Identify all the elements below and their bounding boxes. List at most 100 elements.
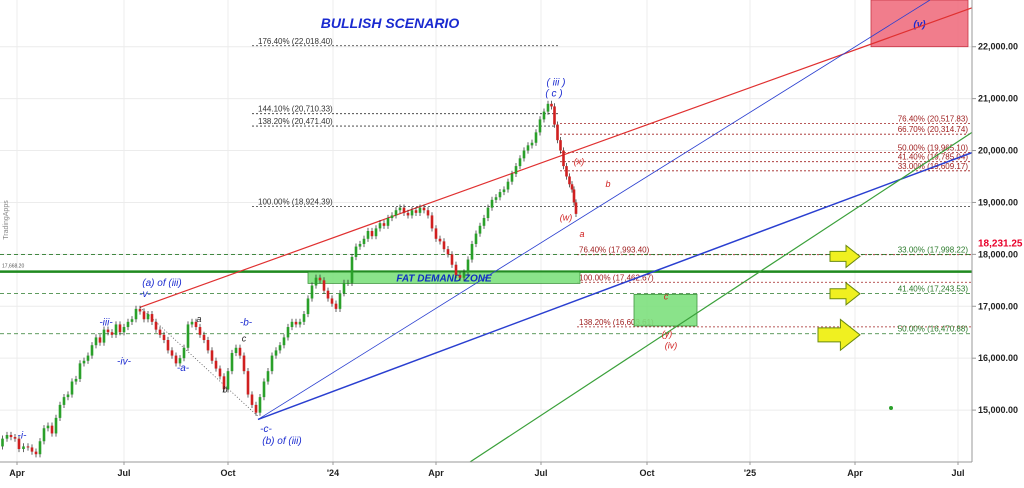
fib-level-label: 33.00% (19,609.17) bbox=[898, 162, 969, 171]
candle-body bbox=[426, 210, 430, 216]
price-series-layer bbox=[1, 100, 578, 458]
candle-body bbox=[78, 363, 82, 379]
x-tick-label: Jul bbox=[534, 468, 547, 478]
wave-label: ( c ) bbox=[545, 89, 562, 100]
watermark-text: TradingApps bbox=[3, 200, 10, 240]
candle-body bbox=[74, 378, 78, 382]
wave-label: -i- bbox=[18, 431, 28, 442]
fib-level-label: 176.40% (22,018.40) bbox=[258, 37, 333, 46]
fib-level-label: 50.00% (19,965.10) bbox=[898, 143, 969, 152]
zone-box bbox=[633, 293, 698, 327]
grid-layer bbox=[0, 0, 972, 462]
candle-body bbox=[546, 103, 550, 112]
candle-body bbox=[38, 441, 42, 455]
candle-body bbox=[514, 166, 518, 174]
candle-body bbox=[314, 277, 318, 286]
candle-body bbox=[570, 184, 574, 190]
wave-label: -a- bbox=[177, 363, 190, 374]
candle-body bbox=[254, 404, 258, 413]
candle-body bbox=[502, 189, 506, 193]
candle-body bbox=[138, 308, 142, 312]
candle-body bbox=[286, 327, 290, 338]
marker-dot bbox=[889, 406, 893, 411]
candle-body bbox=[166, 340, 170, 351]
support-line-label: 17,668.20 bbox=[2, 264, 24, 270]
fib-level-label: 76.40% (17,993.40) bbox=[579, 246, 650, 255]
candle-body bbox=[438, 238, 442, 242]
candle-body bbox=[418, 207, 422, 213]
x-tick-label: '25 bbox=[744, 468, 756, 478]
candle-body bbox=[230, 352, 234, 372]
candle-body bbox=[154, 321, 158, 330]
candle-body bbox=[442, 241, 446, 250]
candle-body bbox=[182, 347, 186, 359]
candle-body bbox=[572, 189, 576, 203]
candle-body bbox=[214, 360, 218, 369]
x-tick-label: Oct bbox=[639, 468, 654, 478]
candle-body bbox=[350, 256, 354, 283]
candle-body bbox=[362, 238, 366, 244]
trendline bbox=[139, 7, 973, 308]
candle-body bbox=[506, 181, 510, 190]
y-tick-label: 19,000.00 bbox=[978, 197, 1018, 207]
candle-body bbox=[446, 249, 450, 255]
candle-body bbox=[574, 202, 578, 214]
candle-body bbox=[98, 337, 102, 343]
wave-label: -v- bbox=[139, 289, 151, 300]
candle-body bbox=[150, 314, 154, 322]
wave-label: (iv) bbox=[665, 340, 678, 350]
candle-body bbox=[326, 290, 330, 299]
fib-level-label: 76.40% (20,517.83) bbox=[898, 115, 969, 124]
candle-body bbox=[434, 228, 438, 239]
current-price-box bbox=[973, 235, 1023, 250]
candle-body bbox=[246, 371, 250, 395]
y-tick-label: 18,000.00 bbox=[978, 249, 1018, 259]
y-tick-label: 22,000.00 bbox=[978, 42, 1018, 52]
candle-body bbox=[106, 329, 110, 333]
candle-body bbox=[559, 140, 562, 151]
wave-label: c bbox=[242, 334, 247, 344]
candle-body bbox=[122, 327, 126, 333]
candle-body bbox=[126, 321, 130, 328]
candle-body bbox=[158, 329, 162, 335]
trendline bbox=[469, 131, 973, 463]
candle-body bbox=[534, 132, 538, 143]
candle-body bbox=[174, 355, 178, 364]
candle-body bbox=[565, 166, 568, 177]
fib-level-label: 144.10% (20,710.33) bbox=[258, 105, 333, 114]
fib-level-label: 50.00% (16,470.88) bbox=[898, 325, 969, 334]
plot-background bbox=[0, 0, 972, 462]
wave-label: -b- bbox=[240, 317, 253, 328]
candle-body bbox=[262, 381, 266, 398]
candle-body bbox=[410, 210, 414, 216]
candle-body bbox=[94, 337, 98, 346]
candle-body bbox=[553, 106, 556, 125]
fib-level-label: 33.00% (17,998.22) bbox=[898, 245, 969, 254]
candle-body bbox=[394, 210, 398, 216]
trendlines-layer bbox=[139, 0, 973, 463]
candle-body bbox=[258, 397, 262, 413]
candle-body bbox=[302, 314, 306, 322]
candle-body bbox=[178, 358, 182, 364]
candle-body bbox=[402, 207, 406, 213]
y-tick-label: 21,000.00 bbox=[978, 94, 1018, 104]
wave-label: b bbox=[605, 179, 610, 189]
wave-label: (x) bbox=[574, 157, 585, 167]
wave-label: (a) of (iii) bbox=[142, 278, 181, 289]
candle-body bbox=[390, 215, 394, 219]
candle-body bbox=[414, 210, 418, 213]
candle-body bbox=[194, 321, 198, 328]
candle-body bbox=[338, 293, 342, 309]
candle-body bbox=[322, 280, 326, 291]
candle-body bbox=[370, 231, 374, 237]
wave-label: ( iii ) bbox=[547, 78, 566, 89]
candle-body bbox=[374, 228, 378, 237]
candle-body bbox=[342, 282, 346, 294]
candle-body bbox=[398, 207, 402, 211]
candle-body bbox=[494, 197, 498, 200]
candle-body bbox=[202, 334, 206, 341]
zone-label: (v) bbox=[913, 19, 926, 30]
y-tick-label: 16,000.00 bbox=[978, 353, 1018, 363]
candle-body bbox=[206, 340, 210, 351]
chart-title: BULLISH SCENARIO bbox=[321, 15, 460, 31]
